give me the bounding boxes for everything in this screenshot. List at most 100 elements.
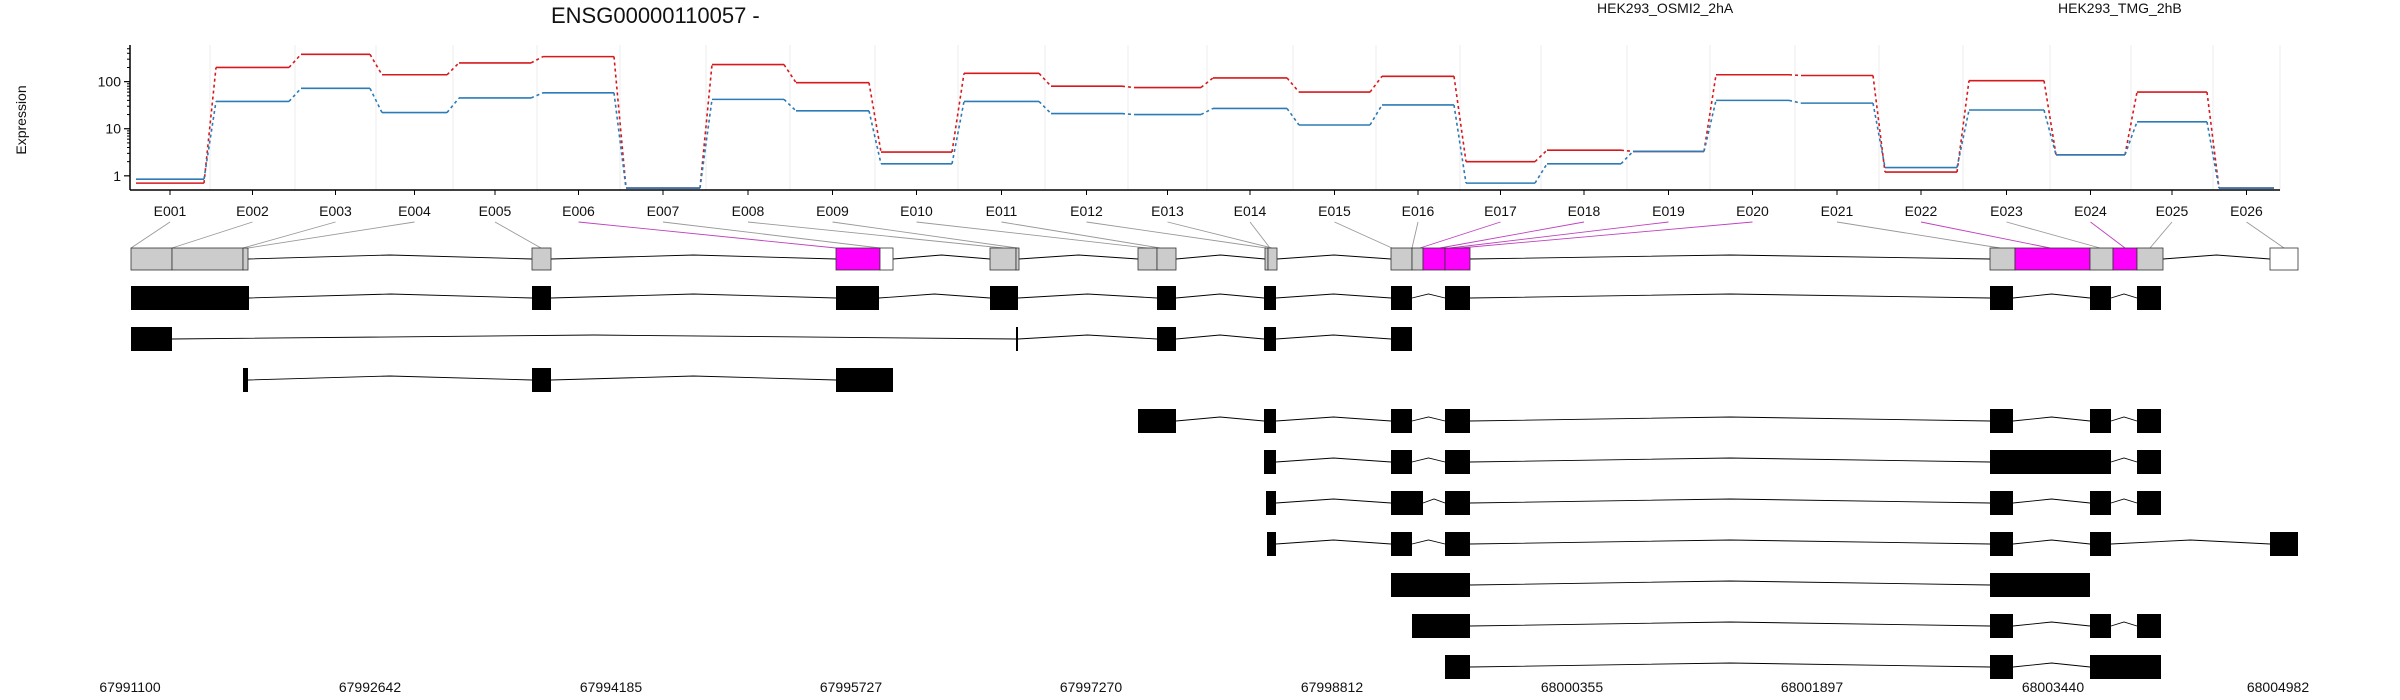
series-2-connector (613, 92, 627, 189)
transcript-exon (2137, 450, 2161, 474)
series-2-connector (1872, 102, 1886, 168)
series-1-connector (1620, 149, 1634, 153)
transcript-intron (1275, 498, 1392, 504)
series-2-connector (1453, 104, 1467, 184)
transcript-exon (1990, 573, 2090, 597)
gene-model-intron (1276, 254, 1392, 260)
x-tick-label: E013 (1151, 203, 1184, 219)
exon-connector-line (247, 221, 415, 249)
exon-connector-line (1836, 221, 2001, 249)
x-tick-label: E004 (398, 203, 431, 219)
gene-model-exon-part (171, 247, 244, 271)
transcript-intron (550, 293, 837, 299)
exon-connector-line (832, 221, 1018, 249)
x-tick-label: E025 (2156, 203, 2189, 219)
series-1-connector (1038, 72, 1052, 87)
exon-connector-line (1459, 221, 1753, 249)
exon-connector-line (1419, 221, 1501, 249)
series-1-connector (369, 53, 383, 76)
transcript-exon (2137, 614, 2161, 638)
series-2-connector (2043, 109, 2057, 155)
transcript-exon (2137, 409, 2161, 433)
gene-model-exon-part (1422, 247, 1446, 271)
x-tick-label: E008 (732, 203, 765, 219)
gene-model-exon-part (1137, 247, 1158, 271)
series-1-connector (1200, 77, 1214, 89)
transcript-exon (1264, 450, 1276, 474)
transcript-intron (1175, 334, 1265, 340)
y-tick-label: 10 (105, 121, 121, 137)
transcript-exon (1391, 491, 1423, 515)
y-axis-label: Expression (13, 85, 29, 154)
gene-model-exon-part (1156, 247, 1177, 271)
transcript-exon (1445, 532, 1470, 556)
series-2-connector (1200, 107, 1214, 116)
x-tick-label: E024 (2074, 203, 2107, 219)
series-1-connector (1534, 149, 1548, 163)
transcript-exon (2090, 409, 2111, 433)
exon-connector-line (1411, 221, 1419, 249)
gene-model-exon-part (1989, 247, 2016, 271)
genomic-coordinate-label: 68001897 (1781, 679, 1844, 695)
transcript-intron (2012, 498, 2091, 504)
gene-model-exon-part (531, 247, 552, 271)
transcript-exon (1445, 409, 1470, 433)
transcript-intron (1275, 416, 1392, 422)
transcript-exon (1990, 532, 2013, 556)
exon-connector-line (2006, 221, 2101, 249)
series-1-connector (1453, 76, 1467, 162)
x-tick-label: E002 (236, 203, 269, 219)
gene-model-exon-part (2112, 247, 2138, 271)
exon-connector-line (1920, 221, 2051, 249)
gene-model-exon-part (1267, 247, 1278, 271)
transcript-intron (1411, 416, 1446, 422)
series-2-connector (1788, 99, 1802, 104)
transcript-intron (1469, 539, 1991, 545)
exon-connector-line (1249, 221, 1271, 249)
transcript-intron (2012, 621, 2091, 627)
transcript-intron (1469, 662, 1991, 668)
transcript-exon (836, 286, 879, 310)
transcript-intron (550, 375, 837, 381)
series-2-connector (203, 101, 217, 180)
exon-connector-line (1334, 221, 1393, 249)
transcript-exon (532, 286, 551, 310)
gene-model-exon-part (2136, 247, 2164, 271)
legend-item-series-2: HEK293_TMG_2hB (2058, 0, 2182, 16)
transcript-intron (1422, 498, 1446, 504)
gene-model-intron (2162, 254, 2271, 260)
chart-title: ENSG00000110057 - (551, 3, 760, 28)
transcript-exon (990, 286, 1018, 310)
transcript-intron (1017, 293, 1158, 299)
transcript-intron (1469, 416, 1991, 422)
series-2-connector (1703, 100, 1717, 152)
x-tick-label: E023 (1990, 203, 2023, 219)
x-tick-label: E006 (562, 203, 595, 219)
exon-connector-line (1086, 221, 1267, 249)
series-2-connector (1956, 109, 1970, 168)
transcript-intron (1469, 621, 1991, 627)
exon-connector-line (578, 221, 837, 249)
series-1-connector (1872, 75, 1886, 173)
series-2-connector (530, 92, 544, 99)
series-2-connector (1620, 150, 1634, 165)
transcript-intron (2110, 621, 2138, 627)
transcript-intron (1275, 334, 1392, 340)
series-1-connector (1703, 74, 1717, 152)
transcript-exon (1445, 491, 1470, 515)
transcript-intron (2110, 539, 2271, 545)
exon-connector-line (1167, 221, 1273, 249)
series-1-connector (1121, 85, 1135, 89)
transcript-exon (1412, 614, 1470, 638)
transcript-exon (1445, 450, 1470, 474)
transcript-exon (1990, 655, 2013, 679)
x-tick-label: E001 (154, 203, 187, 219)
x-tick-label: E019 (1652, 203, 1685, 219)
transcript-intron (1175, 416, 1265, 422)
gene-model-area: 67991100 67992642 67994185 67995727 67997270… (99, 221, 2309, 695)
transcript-intron (248, 293, 533, 299)
genomic-coordinate-label: 67991100 (99, 679, 160, 695)
x-tick-label: E018 (1568, 203, 1601, 219)
series-1-connector (1788, 73, 1802, 77)
x-tick-label: E003 (319, 203, 352, 219)
